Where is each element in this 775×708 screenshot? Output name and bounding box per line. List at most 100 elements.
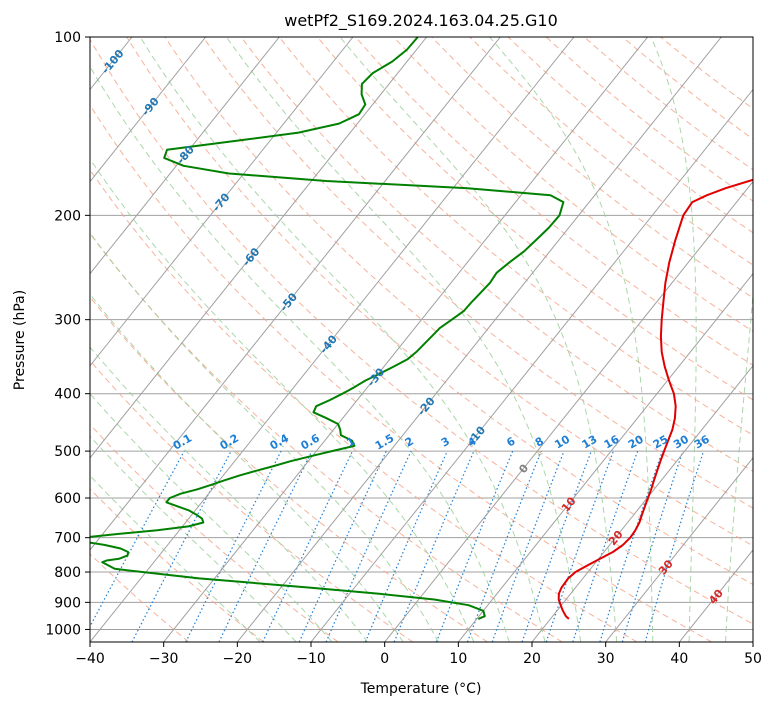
x-axis-label: Temperature (°C): [360, 681, 482, 697]
isotherm-20: [531, 364, 753, 642]
y-tick-label: 500: [54, 444, 81, 460]
isotherm--30: [163, 37, 649, 642]
x-tick-label: −20: [223, 651, 253, 667]
isotherm--90: [90, 37, 207, 183]
y-axis-ticks: 100 200 300 400 500 600 700 800 900 1000: [45, 30, 90, 638]
isotherm--110: [0, 37, 58, 642]
moist-adiabat--20: [90, 474, 261, 642]
dry-adiabat-120: [355, 37, 753, 366]
dry-adiabat-70: [164, 37, 753, 547]
y-tick-label: 800: [54, 565, 81, 581]
isotherm--10: [310, 88, 753, 642]
mixing-ratio-line-0.1: [90, 450, 185, 628]
y-tick-label: 900: [54, 595, 81, 611]
dry-adiabat--10: [90, 423, 339, 642]
mixing-ratio-label: 3: [439, 435, 452, 450]
moist-adiabat-20: [139, 37, 546, 642]
x-tick-label: 30: [597, 651, 615, 667]
mixing-ratio-lines: [90, 450, 705, 642]
plot-frame: [89, 36, 754, 643]
dry-adiabat--20: [90, 488, 264, 642]
mixing-ratio-label: 13: [580, 433, 600, 452]
moist-adiabat-15: [90, 65, 510, 642]
moist-adiabat-0: [90, 293, 404, 642]
mixing-ratio-label: 10: [552, 432, 572, 451]
dry-adiabat-60: [126, 37, 753, 586]
moist-adiabat-25: [225, 37, 582, 642]
mixing-ratio-line-6: [435, 450, 514, 642]
mixing-ratio-line-8: [466, 450, 542, 642]
x-tick-label: 50: [744, 651, 762, 667]
mixing-ratio-label: 1.5: [373, 432, 396, 453]
y-tick-label: 600: [54, 491, 81, 507]
moist-adiabat-45: [725, 289, 753, 642]
isotherm-50: [752, 641, 753, 642]
mixing-ratio-line-10: [491, 450, 565, 642]
mixing-ratio-line-0.4: [185, 450, 282, 642]
dry-adiabats: [90, 37, 753, 642]
moist-adiabat-40: [650, 37, 697, 642]
mixing-ratio-label: 20: [626, 432, 646, 451]
dry-adiabat-100: [278, 37, 753, 436]
dry-adiabat-160: [507, 37, 753, 234]
plot-area: [0, 37, 753, 642]
isotherm-label: 30: [656, 557, 676, 577]
dry-adiabat-10: [90, 296, 488, 642]
y-tick-label: 300: [54, 313, 81, 329]
isotherm-label: -40: [317, 332, 340, 356]
mixing-ratio-line-16: [545, 450, 614, 642]
temperature-profile: [557, 178, 753, 620]
dry-adiabat-20: [90, 232, 563, 642]
y-tick-label: 400: [54, 387, 81, 403]
mixing-ratio-line-25: [599, 450, 663, 642]
sounding-series: [90, 37, 753, 620]
dry-adiabat-130: [393, 37, 753, 332]
dry-adiabat--30: [90, 553, 190, 642]
moist-adiabat--5: [90, 346, 368, 642]
mixing-ratio-label: 0.1: [171, 432, 194, 453]
dry-adiabat-50: [90, 38, 753, 625]
mixing-ratio-line-30: [621, 450, 684, 642]
y-tick-label: 200: [54, 208, 81, 224]
dry-adiabat-40: [90, 104, 712, 642]
dry-adiabat-80: [202, 37, 753, 509]
mixing-ratio-line-2: [325, 450, 412, 642]
isotherm-label: -60: [240, 245, 263, 269]
mixing-ratio-line-3: [364, 450, 448, 642]
mixing-ratio-labels: 0.1 0.2 0.4 0.6 1 1.5 2 3 4 6 8 10 13 16 20 25 30 36: [171, 431, 712, 452]
x-tick-label: 0: [380, 651, 389, 667]
y-axis-label: Pressure (hPa): [12, 290, 28, 390]
mixing-ratio-label: 6: [504, 434, 517, 449]
y-tick-label: 100: [54, 30, 81, 46]
isotherm-label: -70: [210, 190, 233, 214]
moist-adiabat--10: [90, 393, 333, 642]
isotherm-label: -90: [139, 95, 162, 119]
dry-adiabat-110: [317, 37, 753, 401]
x-tick-label: −30: [149, 651, 179, 667]
isotherm-label: -20: [415, 395, 438, 419]
y-tick-label: 1000: [45, 622, 81, 638]
dry-adiabat-140: [431, 37, 753, 299]
x-axis-ticks: −40 −30 −20 −10 0 10 20 30 40 50: [75, 642, 762, 667]
mixing-ratio-line-0.6: [218, 450, 313, 642]
mixing-ratio-label: 2: [403, 435, 416, 450]
mixing-ratio-label: 0.4: [268, 431, 292, 452]
isotherm-label: 10: [559, 494, 579, 514]
isotherm-label: 40: [706, 587, 726, 607]
dewpoint-profile: [90, 37, 565, 620]
isotherm--70: [90, 37, 354, 367]
mixing-ratio-label: 30: [671, 432, 691, 451]
moist-adiabat--15: [90, 435, 297, 642]
dry-adiabat-150: [469, 37, 753, 266]
mixing-ratio-label: 25: [651, 433, 671, 452]
x-tick-label: 40: [670, 651, 688, 667]
isotherm--80: [90, 37, 280, 275]
y-tick-label: 700: [54, 531, 81, 547]
isotherm-30: [605, 457, 753, 642]
isotherm-label: -100: [99, 47, 127, 77]
mixing-ratio-label: 36: [692, 432, 712, 451]
isotherm-40: [678, 549, 753, 642]
mixing-ratio-line-1: [262, 450, 354, 642]
